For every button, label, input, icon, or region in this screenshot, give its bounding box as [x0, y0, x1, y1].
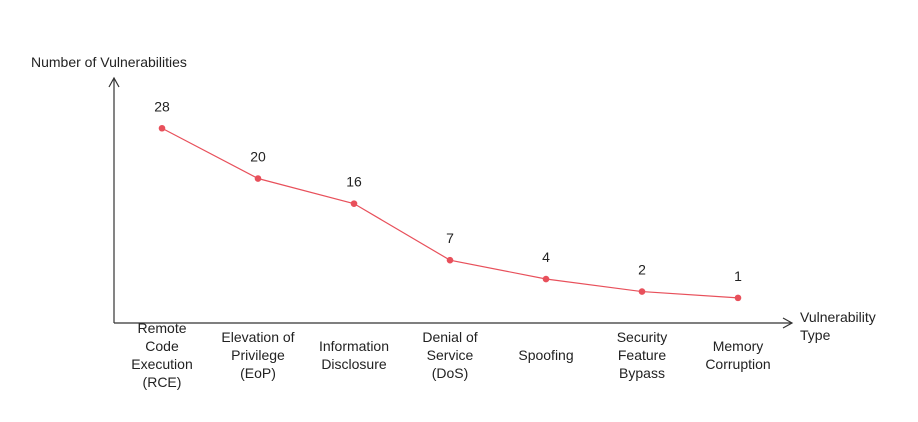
x-tick-label: Elevation of Privilege (EoP)	[221, 329, 294, 381]
x-axis-arrow	[782, 317, 794, 329]
data-label: 2	[638, 262, 646, 278]
data-label: 7	[446, 230, 454, 246]
data-point	[542, 275, 550, 283]
data-label: 16	[346, 174, 362, 190]
axes	[108, 76, 794, 329]
series-line	[161, 127, 739, 299]
data-point	[734, 294, 742, 302]
x-tick-label: Memory Corruption	[705, 338, 770, 372]
data-label: 1	[734, 268, 742, 284]
data-label: 4	[542, 249, 550, 265]
x-tick-label: Information Disclosure	[319, 338, 389, 372]
data-point	[446, 256, 454, 264]
x-tick-label: Spoofing	[518, 347, 573, 363]
x-tick-label: Remote Code Execution (RCE)	[131, 320, 192, 390]
data-label: 20	[250, 149, 266, 165]
y-axis-title: Number of Vulnerabilities	[31, 54, 187, 70]
x-tick-label: Denial of Service (DoS)	[422, 329, 477, 381]
series-layer: 28 20 16 7 4 2 1	[154, 98, 742, 302]
x-axis-title: Vulnerability Type	[800, 309, 876, 343]
data-point	[158, 124, 166, 132]
data-point	[254, 175, 262, 182]
y-axis-arrow	[108, 76, 120, 88]
data-point	[638, 288, 646, 295]
data-label: 28	[154, 98, 170, 114]
x-tick-labels: Remote Code Execution (RCE) Elevation of Priv…	[131, 320, 770, 390]
data-point	[350, 200, 358, 207]
x-tick-label: Security Feature Bypass	[617, 329, 668, 381]
